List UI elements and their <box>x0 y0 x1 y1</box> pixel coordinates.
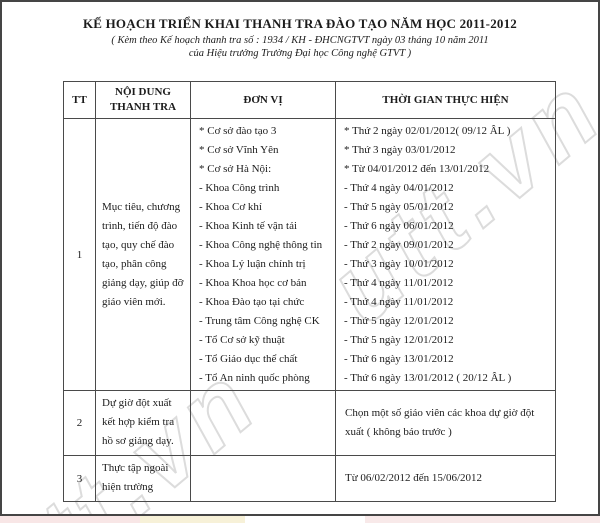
table-row: 3 Thực tập ngoài hiện trường Từ 06/02/2012… <box>63 455 556 502</box>
unit-line: * Cơ sở Vĩnh Yên <box>199 144 279 156</box>
cell-tt: 2 <box>63 390 96 456</box>
unit-line: - Khoa Công nghệ thông tin <box>199 239 323 251</box>
cell-units: * Cơ sở đào tạo 3 * Cơ sở Vĩnh Yên * Cơ sở… <box>190 118 336 391</box>
unit-line: - Khoa Khoa học cơ bản <box>199 277 307 289</box>
time-line: - Thứ 5 ngày 12/01/2012 <box>344 315 454 327</box>
unit-line: - Khoa Lý luận chính trị <box>199 258 306 270</box>
unit-line: - Khoa Kinh tế vận tải <box>199 220 298 232</box>
footer-strip-segment <box>140 516 245 523</box>
unit-line: - Tổ Cơ sở kỹ thuật <box>199 334 285 346</box>
subtitle-line-2: của Hiệu trưởng Trường Đại học Công nghệ… <box>188 48 412 59</box>
title-block: KẾ HOẠCH TRIỂN KHAI THANH TRA ĐÀO TẠO NĂ… <box>2 16 598 60</box>
cell-tt: 1 <box>63 118 96 391</box>
table-header-row: TT NỘI DUNG THANH TRA ĐƠN VỊ THỜI GIAN T… <box>63 81 556 119</box>
time-line: * Từ 04/01/2012 đến 13/01/2012 <box>344 163 490 175</box>
cell-times: * Thứ 2 ngày 02/01/2012( 09/12 ÂL ) * Thứ… <box>335 118 556 391</box>
subtitle-line-1: ( Kèm theo Kế hoạch thanh tra số : 1934 … <box>111 35 489 46</box>
column-header-noi-dung: NỘI DUNG THANH TRA <box>95 81 191 119</box>
footer-strip <box>0 516 600 523</box>
time-line: - Thứ 6 ngày 13/01/2012 ( 20/12 ÂL ) <box>344 372 512 384</box>
unit-line: * Cơ sở đào tạo 3 <box>199 125 277 137</box>
cell-tt: 3 <box>63 455 96 502</box>
time-line: - Thứ 4 ngày 11/01/2012 <box>344 277 454 289</box>
time-line: - Thứ 2 ngày 09/01/2012 <box>344 239 454 251</box>
column-header-don-vi: ĐƠN VỊ <box>190 81 336 119</box>
time-line: Từ 06/02/2012 đến 15/06/2012 <box>345 472 483 484</box>
column-header-thoi-gian: THỜI GIAN THỰC HIỆN <box>335 81 556 119</box>
time-line: - Thứ 6 ngày 13/01/2012 <box>344 353 454 365</box>
unit-line: - Khoa Đào tạo tại chức <box>199 296 305 308</box>
unit-line: - Tổ An ninh quốc phòng <box>199 372 310 384</box>
time-line: - Thứ 3 ngày 10/01/2012 <box>344 258 454 270</box>
table-row: 1 Mục tiêu, chương trình, tiến độ đào tạo… <box>63 118 556 391</box>
cell-times: Từ 06/02/2012 đến 15/06/2012 <box>335 455 556 502</box>
cell-units <box>190 455 336 502</box>
unit-line: - Khoa Cơ khí <box>199 201 262 213</box>
cell-content: Mục tiêu, chương trình, tiến độ đào tạo,… <box>95 118 191 391</box>
time-line: * Thứ 3 ngày 03/01/2012 <box>344 144 456 156</box>
time-line: * Thứ 2 ngày 02/01/2012( 09/12 ÂL ) <box>344 125 511 137</box>
unit-line: - Tổ Giáo dục thể chất <box>199 353 298 365</box>
time-line: Chọn một số giáo viên các khoa dự giờ độ… <box>345 407 535 438</box>
cell-content: Dự giờ đột xuất kết hợp kiểm tra hồ sơ g… <box>95 390 191 456</box>
footer-strip-segment <box>365 516 600 523</box>
unit-line: - Trung tâm Công nghệ CK <box>199 315 320 327</box>
cell-times: Chọn một số giáo viên các khoa dự giờ độ… <box>335 390 556 456</box>
column-header-tt: TT <box>63 81 96 119</box>
page-title: KẾ HOẠCH TRIỂN KHAI THANH TRA ĐÀO TẠO NĂ… <box>82 16 518 31</box>
time-line: - Thứ 6 ngày 06/01/2012 <box>344 220 454 232</box>
time-line: - Thứ 5 ngày 12/01/2012 <box>344 334 454 346</box>
time-line: - Thứ 5 ngày 05/01/2012 <box>344 201 454 213</box>
time-line: - Thứ 4 ngày 04/01/2012 <box>344 182 454 194</box>
unit-line: * Cơ sở Hà Nội: <box>199 163 272 175</box>
inspection-plan-table: TT NỘI DUNG THANH TRA ĐƠN VỊ THỜI GIAN T… <box>63 81 556 502</box>
cell-content: Thực tập ngoài hiện trường <box>95 455 191 502</box>
table-row: 2 Dự giờ đột xuất kết hợp kiểm tra hồ sơ … <box>63 390 556 456</box>
cell-units <box>190 390 336 456</box>
time-line: - Thứ 4 ngày 11/01/2012 <box>344 296 454 308</box>
unit-line: - Khoa Công trình <box>199 182 280 194</box>
page-subtitle: ( Kèm theo Kế hoạch thanh tra số : 1934 … <box>2 34 598 60</box>
footer-strip-segment <box>0 516 140 523</box>
